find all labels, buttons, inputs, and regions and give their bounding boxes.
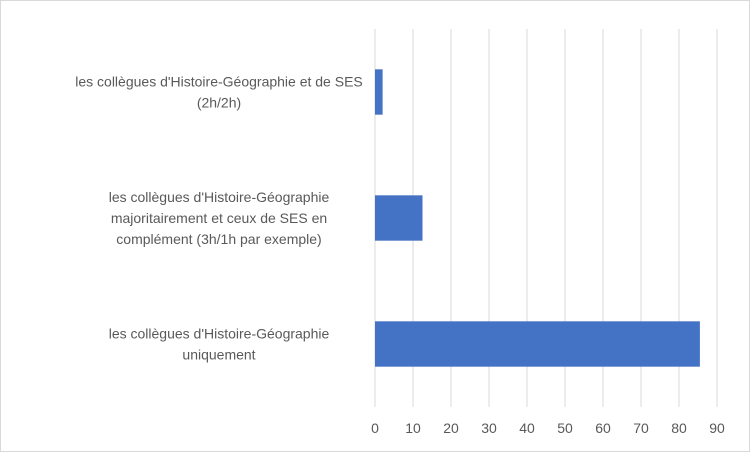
category-label-line: (2h/2h) [197,95,241,111]
category-labels: les collègues d'Histoire-Géographie et d… [75,74,363,363]
gridlines [374,29,718,407]
x-tick-label: 40 [519,420,535,436]
x-tick-label: 90 [709,420,725,436]
bar-3 [375,321,700,367]
x-tick-label: 70 [633,420,649,436]
category-label-1: les collègues d'Histoire-Géographie et d… [75,74,363,111]
category-label-line: les collègues d'Histoire-Géographie [109,326,330,342]
x-tick-label: 60 [595,420,611,436]
category-label-2: les collègues d'Histoire-Géographie major… [109,189,330,247]
category-label-line: majoritairement et ceux de SES en [111,210,327,226]
category-label-line: complément (3h/1h par exemple) [116,231,321,247]
category-label-line: les collègues d'Histoire-Géographie [109,189,330,205]
bar-2 [375,195,423,241]
x-tick-label: 20 [443,420,459,436]
bars [375,69,700,367]
bar-1 [375,69,383,115]
x-tick-label: 80 [671,420,687,436]
x-tick-label: 10 [405,420,421,436]
x-tick-labels: 0 10 20 30 40 50 60 70 80 90 [371,420,725,436]
x-tick-label: 0 [371,420,379,436]
category-label-3: les collègues d'Histoire-Géographie uniqu… [109,326,330,363]
category-label-line: uniquement [182,347,255,363]
x-tick-label: 50 [557,420,573,436]
category-label-line: les collègues d'Histoire-Géographie et d… [75,74,363,90]
x-tick-label: 30 [481,420,497,436]
